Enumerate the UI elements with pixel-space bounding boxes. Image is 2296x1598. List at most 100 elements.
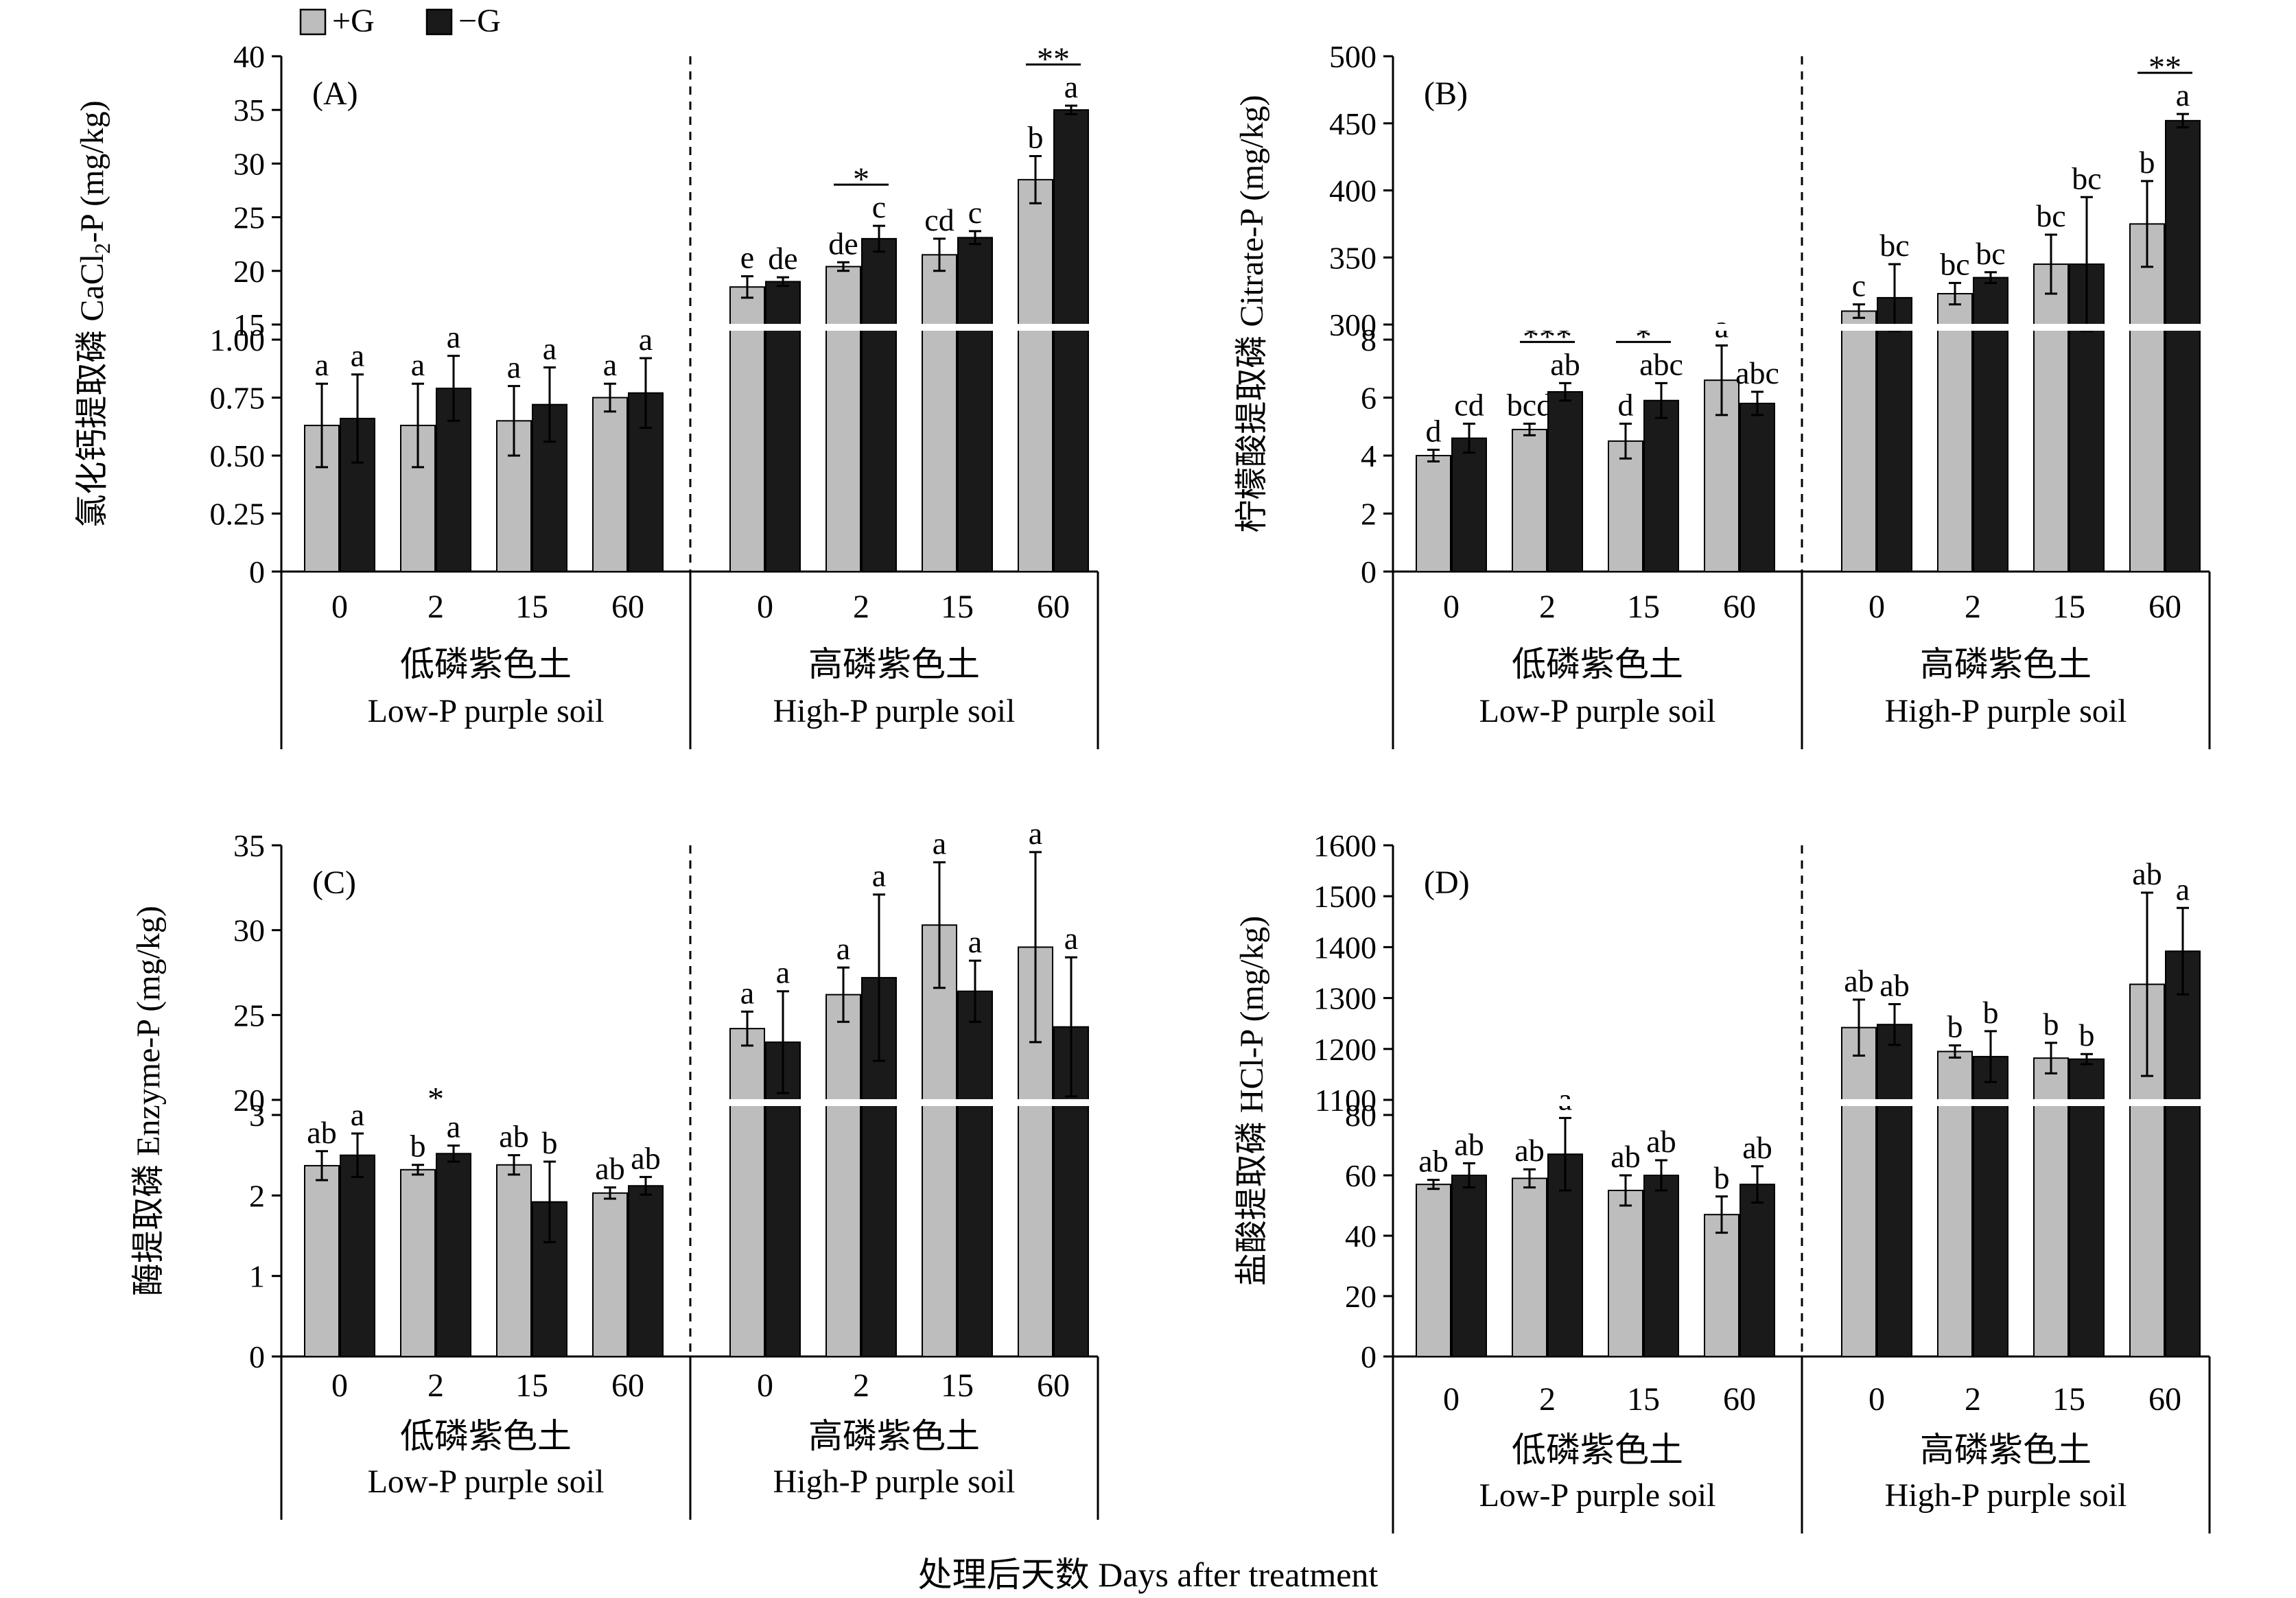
y-tick-label-lower: 4 xyxy=(1361,438,1377,473)
y-tick-label-upper: 15 xyxy=(233,307,265,342)
y-tick-label-upper: 25 xyxy=(233,998,265,1033)
axis-break-band xyxy=(693,1099,1095,1106)
significance-letter: abc xyxy=(1639,346,1683,381)
y-tick-label-upper: 40 xyxy=(233,39,265,74)
bar-minus-g xyxy=(1739,402,1775,573)
y-tick-label-upper: 25 xyxy=(233,200,265,235)
significance-letter: d xyxy=(1618,388,1634,423)
significance-letter: a xyxy=(1558,1081,1572,1116)
x-tick-label: 60 xyxy=(2148,589,2181,625)
x-tick-label: 60 xyxy=(1723,1381,1756,1418)
significance-mark: * xyxy=(853,161,869,198)
significance-letter: a xyxy=(2176,871,2190,906)
bar-plus-g xyxy=(1512,1177,1547,1358)
y-axis-label-unit: -P (mg/kg) xyxy=(74,100,110,243)
x-tick-label: 2 xyxy=(1539,1381,1556,1418)
bar-plus-g xyxy=(1937,293,1973,572)
significance-letter: a xyxy=(507,350,521,385)
significance-letter: a xyxy=(411,347,425,382)
axis-break-band xyxy=(1805,324,2207,331)
y-tick-label-upper: 20 xyxy=(233,254,265,289)
group-label-en: Low-P purple soil xyxy=(1479,1477,1716,1514)
significance-letter: a xyxy=(776,955,790,990)
x-tick-label: 15 xyxy=(515,589,548,625)
x-tick-label: 15 xyxy=(1627,589,1660,625)
bar-minus-g xyxy=(1739,1184,1775,1357)
significance-letter: ab xyxy=(631,1140,660,1175)
significance-letter: ab xyxy=(1844,963,1873,998)
significance-mark: ** xyxy=(1037,41,1070,78)
bar-plus-g xyxy=(304,1164,340,1358)
bar-minus-g xyxy=(1643,399,1679,572)
x-tick-label: 0 xyxy=(1443,1381,1460,1418)
panel-label: (A) xyxy=(312,75,358,112)
y-tick-label-upper: 300 xyxy=(1329,307,1377,342)
significance-letter: a xyxy=(447,1109,460,1144)
significance-letter: b xyxy=(1983,995,1999,1030)
axis-break-band xyxy=(283,324,688,331)
bar-minus-g xyxy=(1973,1055,2008,1358)
significance-letter: c xyxy=(872,189,886,224)
significance-letter: ab xyxy=(1610,1139,1640,1174)
x-tick-label: 0 xyxy=(757,589,773,625)
y-tick-label-lower: 0.75 xyxy=(210,381,266,416)
significance-letter: a xyxy=(872,858,886,893)
group-label-en: Low-P purple soil xyxy=(1479,693,1716,729)
significance-letter: c xyxy=(968,195,982,230)
x-tick-label: 60 xyxy=(611,1367,644,1404)
x-tick-label: 15 xyxy=(2052,589,2085,625)
significance-letter: b xyxy=(2140,145,2155,180)
significance-letter: a xyxy=(836,931,850,966)
significance-letter: ab xyxy=(1550,346,1580,381)
bar-plus-g xyxy=(592,1192,628,1358)
bar-plus-g xyxy=(922,254,957,572)
x-tick-label: 60 xyxy=(1037,589,1070,625)
legend-swatch-plus-g xyxy=(299,8,327,36)
y-tick-label-lower: 1 xyxy=(249,1259,265,1294)
legend-swatch-minus-g xyxy=(425,8,453,36)
group-label-en: Low-P purple soil xyxy=(368,1464,605,1500)
group-label-en: Low-P purple soil xyxy=(368,693,605,729)
y-tick-label-lower: 0 xyxy=(1361,1339,1377,1374)
y-axis-label-zh: 柠檬酸提取磷 xyxy=(1234,327,1270,533)
x-tick-label: 60 xyxy=(1037,1367,1070,1404)
significance-letter: ab xyxy=(1418,1144,1448,1179)
significance-letter: a xyxy=(933,826,946,861)
significance-letter: a xyxy=(543,331,557,366)
legend: +G −G xyxy=(299,3,501,39)
bar-minus-g xyxy=(628,1185,664,1357)
significance-letter: b xyxy=(1714,1160,1730,1195)
group-label-zh: 高磷紫色土 xyxy=(808,1417,980,1455)
bar-plus-g xyxy=(1841,310,1877,572)
significance-letter: ab xyxy=(1454,1127,1484,1162)
y-tick-label-upper: 1300 xyxy=(1313,981,1377,1016)
y-tick-label-lower: 1.00 xyxy=(210,322,266,357)
bar-plus-g xyxy=(1608,1190,1643,1357)
significance-letter: a xyxy=(1064,69,1078,104)
x-tick-label: 0 xyxy=(1869,1381,1885,1418)
y-axis-label-en: HCl-P (mg/kg) xyxy=(1234,916,1270,1114)
x-tick-label: 0 xyxy=(1443,589,1460,625)
y-tick-label-upper: 400 xyxy=(1329,174,1377,209)
y-tick-label-lower: 0 xyxy=(249,1339,265,1374)
y-tick-label-upper: 20 xyxy=(233,1083,265,1118)
y-tick-label-lower: 40 xyxy=(1345,1219,1377,1254)
significance-letter: b xyxy=(410,1129,426,1164)
bar-plus-g xyxy=(400,1168,436,1357)
significance-letter: ab xyxy=(1514,1133,1544,1168)
y-axis-label-subscript: 2 xyxy=(90,243,115,254)
group-label-zh: 高磷紫色土 xyxy=(1920,1431,2092,1469)
significance-letter: a xyxy=(740,975,754,1010)
y-tick-label-lower: 3 xyxy=(249,1098,265,1133)
bar-plus-g xyxy=(922,924,957,1358)
legend-label-minus-g: −G xyxy=(458,3,501,39)
y-axis-label-en: Citrate-P (mg/kg) xyxy=(1234,95,1270,327)
y-tick-label-lower: 60 xyxy=(1345,1158,1377,1193)
y-tick-label-upper: 1400 xyxy=(1313,930,1377,965)
bar-minus-g xyxy=(2165,119,2201,572)
x-tick-label: 0 xyxy=(1869,589,1885,625)
significance-letter: ab xyxy=(1646,1124,1676,1159)
group-label-zh: 低磷紫色土 xyxy=(400,1417,572,1455)
